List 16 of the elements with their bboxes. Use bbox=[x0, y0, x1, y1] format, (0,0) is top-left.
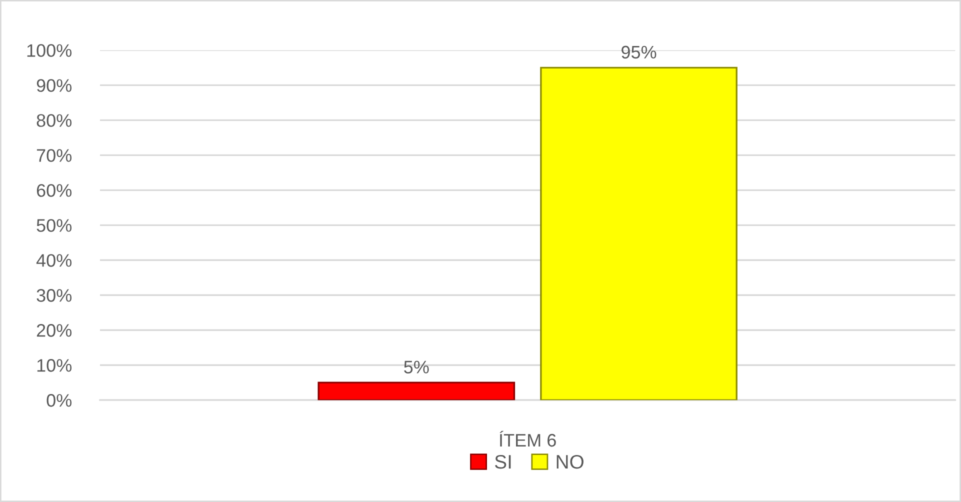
data-label: 95% bbox=[622, 46, 656, 59]
legend-label: NO bbox=[556, 454, 584, 469]
y-tick-label: 0% bbox=[46, 394, 72, 407]
y-tick-label: 40% bbox=[36, 254, 72, 267]
data-label: 5% bbox=[404, 360, 429, 374]
y-tick-label: 30% bbox=[36, 289, 72, 302]
legend-label: SI bbox=[494, 454, 511, 469]
y-tick-label: 100% bbox=[27, 44, 72, 57]
y-tick-label: 70% bbox=[36, 149, 72, 162]
y-tick-label: 50% bbox=[36, 219, 72, 232]
x-tick-label: ÍTEM 6 bbox=[500, 430, 556, 447]
y-tick-label: 60% bbox=[36, 184, 72, 197]
y-tick-label: 10% bbox=[37, 359, 72, 372]
y-tick-label: 20% bbox=[36, 324, 72, 337]
y-tick-label: 90% bbox=[36, 79, 72, 92]
y-tick-label: 80% bbox=[36, 114, 72, 127]
